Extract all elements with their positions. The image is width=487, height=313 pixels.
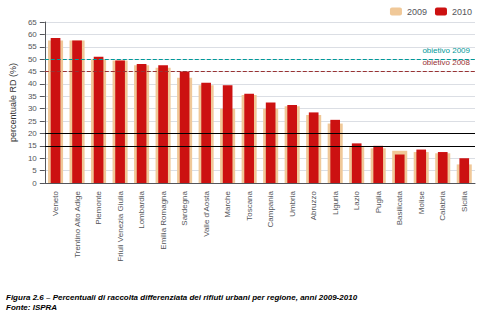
svg-text:Molise: Molise — [417, 190, 426, 214]
svg-text:60: 60 — [28, 30, 37, 39]
svg-text:Umbria: Umbria — [288, 190, 297, 216]
svg-text:Calabria: Calabria — [438, 190, 447, 220]
svg-text:obietivo 2009: obietivo 2009 — [422, 46, 470, 55]
svg-text:Piemonte: Piemonte — [94, 190, 103, 224]
svg-text:5: 5 — [32, 166, 37, 175]
svg-text:obietivo 2008: obietivo 2008 — [422, 58, 470, 67]
svg-text:Lazio: Lazio — [352, 190, 361, 210]
svg-text:Marche: Marche — [223, 190, 232, 217]
svg-text:percentuale RD (%): percentuale RD (%) — [8, 63, 18, 142]
svg-text:Friuli Venezia Giulia: Friuli Venezia Giulia — [116, 190, 125, 261]
svg-text:Veneto: Veneto — [51, 190, 60, 215]
svg-text:Liguria: Liguria — [331, 190, 340, 215]
svg-text:Valle d'Aosta: Valle d'Aosta — [202, 190, 211, 236]
svg-text:10: 10 — [28, 154, 37, 163]
svg-text:25: 25 — [28, 117, 37, 126]
svg-text:Campania: Campania — [266, 190, 275, 227]
svg-text:20: 20 — [28, 129, 37, 138]
svg-text:30: 30 — [28, 104, 37, 113]
svg-text:Sicilia: Sicilia — [460, 190, 469, 211]
svg-text:Toscana: Toscana — [245, 190, 254, 220]
svg-text:2009: 2009 — [407, 7, 427, 17]
svg-text:Basilicata: Basilicata — [395, 190, 404, 225]
svg-text:2010: 2010 — [452, 7, 472, 17]
svg-text:55: 55 — [28, 42, 37, 51]
svg-text:15: 15 — [28, 141, 37, 150]
svg-text:40: 40 — [28, 79, 37, 88]
svg-text:Fonte: ISPRA: Fonte: ISPRA — [6, 303, 57, 312]
svg-text:50: 50 — [28, 55, 37, 64]
svg-text:Trentino Alto Adige: Trentino Alto Adige — [73, 190, 82, 257]
svg-text:Emilia Romagna: Emilia Romagna — [159, 190, 168, 249]
svg-text:45: 45 — [28, 67, 37, 76]
svg-text:0: 0 — [32, 179, 37, 188]
svg-text:Abruzzo: Abruzzo — [309, 190, 318, 220]
svg-text:Figura 2.6 – Percentuali di ra: Figura 2.6 – Percentuali di raccolta dif… — [6, 293, 358, 302]
svg-text:65: 65 — [28, 18, 37, 27]
svg-text:Sardegna: Sardegna — [180, 190, 189, 225]
svg-text:35: 35 — [28, 92, 37, 101]
svg-text:Puglia: Puglia — [374, 190, 383, 213]
svg-text:Lombardia: Lombardia — [137, 190, 146, 228]
